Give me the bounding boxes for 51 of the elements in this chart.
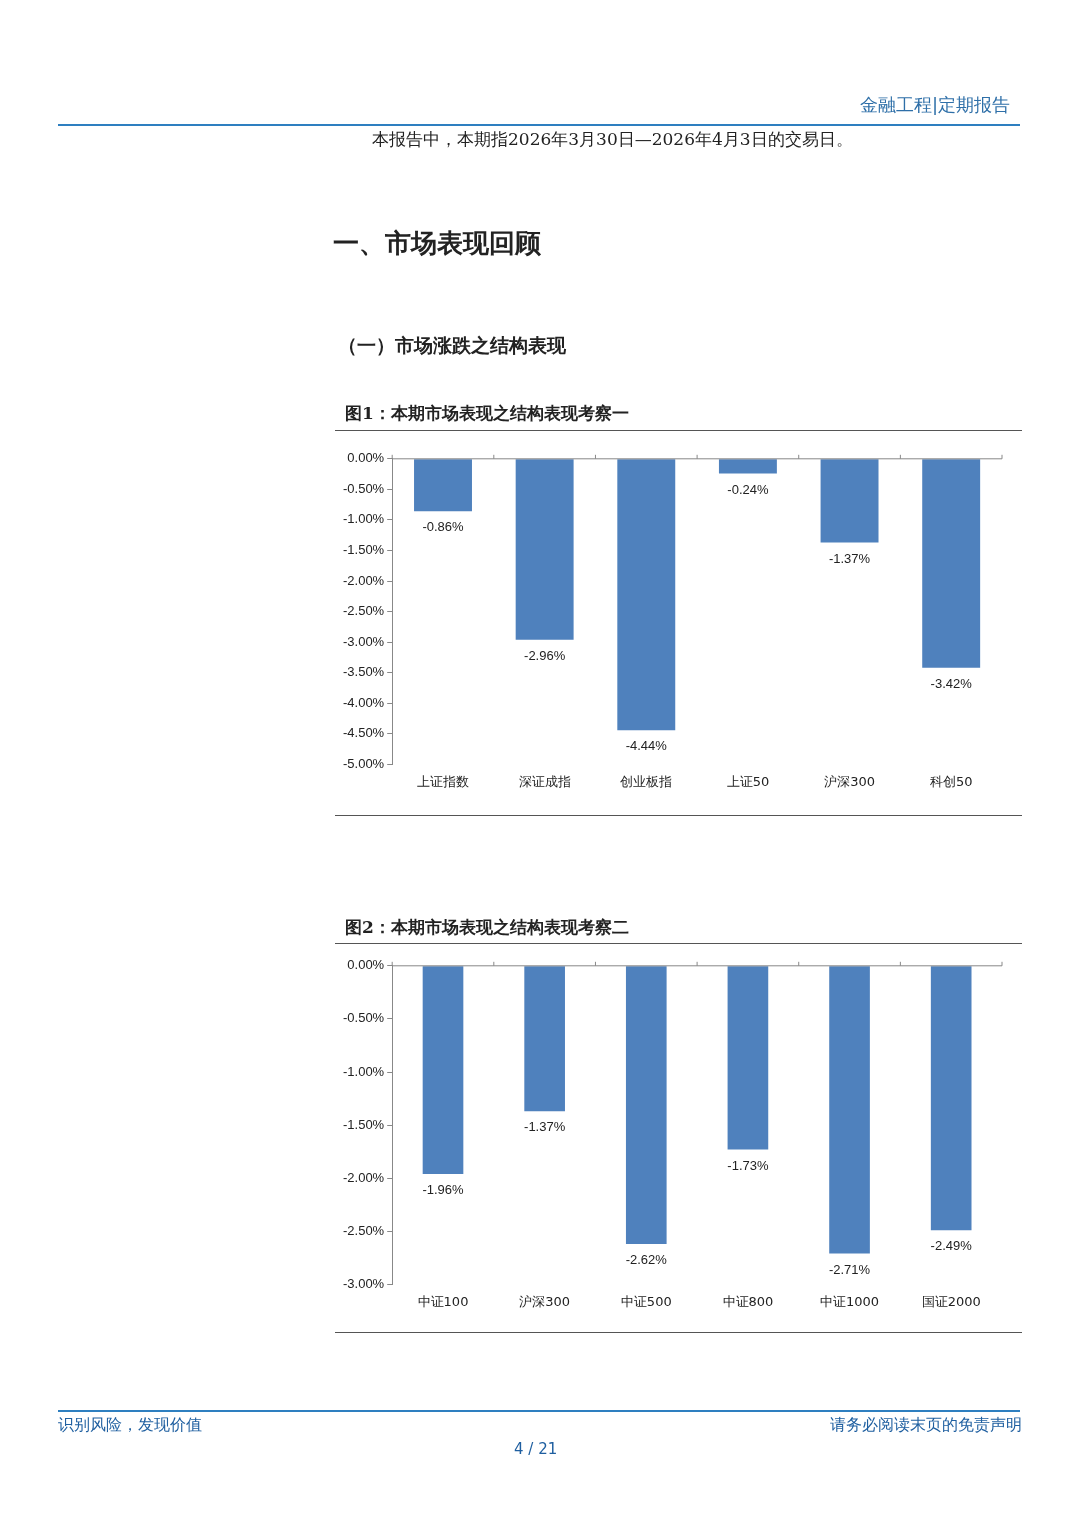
y-tick-label: -1.50% [342, 542, 385, 558]
text: 一、市场表现回顾 [333, 227, 541, 260]
data-label: -3.42% [930, 675, 973, 691]
x-tick-label: 中证800 [722, 1293, 774, 1309]
y-tick-label: -2.00% [342, 572, 385, 588]
y-tick-label: -2.00% [342, 1169, 385, 1185]
x-tick-label: 中证500 [620, 1293, 672, 1309]
data-label: -0.86% [422, 519, 465, 535]
text: 识别风险，发现价值 [58, 1415, 202, 1436]
text: 金融工程|定期报告 [859, 93, 1010, 117]
data-label: -0.24% [727, 481, 769, 497]
y-tick-label: 0.00% [347, 957, 385, 973]
y-tick-label: -4.50% [342, 725, 385, 741]
x-tick-label: 上证50 [726, 773, 770, 789]
y-tick-label: -2.50% [342, 1222, 385, 1238]
y-tick-label: -2.50% [342, 603, 385, 619]
data-label: -2.71% [828, 1261, 871, 1277]
x-tick-label: 中证100 [417, 1293, 469, 1309]
y-tick-label: -3.00% [342, 633, 385, 649]
data-label: -2.62% [625, 1252, 668, 1268]
text: 4 / 21 [514, 1440, 558, 1458]
x-tick-label: 国证2000 [921, 1293, 981, 1309]
y-tick-label: -3.50% [342, 664, 385, 680]
text: （一）市场涨跌之结构表现 [338, 333, 566, 358]
text: 请务必阅读末页的免责声明 [830, 1415, 1022, 1436]
x-tick-label: 沪深300 [519, 1293, 571, 1309]
data-label: -1.37% [828, 550, 871, 566]
y-tick-label: -4.00% [342, 694, 385, 710]
y-tick-label: -0.50% [342, 480, 385, 496]
chart-title: 图2：本期市场表现之结构表现考察二 [345, 916, 629, 939]
x-tick-label: 上证指数 [417, 773, 470, 789]
y-tick-label: -3.00% [342, 1275, 385, 1291]
x-tick-label: 科创50 [929, 773, 973, 789]
y-tick-label: 0.00% [347, 450, 385, 466]
x-tick-label: 沪深300 [824, 773, 875, 789]
data-label: -1.73% [727, 1157, 769, 1173]
x-tick-label: 深证成指 [518, 773, 571, 789]
data-label: -1.96% [422, 1182, 465, 1198]
chart-title: 图1：本期市场表现之结构表现考察一 [345, 402, 629, 425]
y-tick-label: -1.50% [342, 1116, 385, 1132]
data-label: -4.44% [625, 738, 668, 754]
data-label: -1.37% [524, 1119, 566, 1135]
y-tick-label: -1.00% [342, 1063, 385, 1079]
data-label: -2.96% [524, 647, 566, 663]
y-tick-label: -0.50% [342, 1010, 385, 1026]
x-tick-label: 中证1000 [820, 1293, 880, 1309]
y-tick-label: -5.00% [342, 755, 385, 771]
y-tick-label: -1.00% [342, 511, 385, 527]
x-tick-label: 创业板指 [620, 773, 673, 789]
data-label: -2.49% [930, 1238, 973, 1254]
text: 本报告中，本期指2026年3月30日—2026年4月3日的交易日。 [372, 128, 853, 151]
